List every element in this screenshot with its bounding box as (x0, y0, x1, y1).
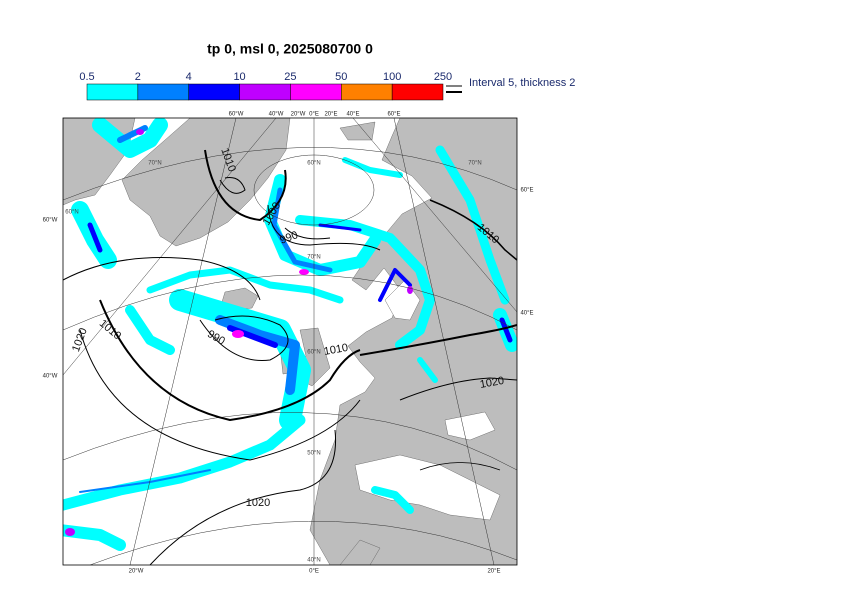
contour-label: 990 (278, 229, 299, 247)
grid-label: 40°N (307, 558, 320, 564)
seas (339, 279, 501, 565)
contour-label: 1010 (323, 342, 349, 358)
edge-label: 0°E (309, 569, 319, 575)
edge-label: 40°W (269, 112, 284, 118)
map (63, 118, 517, 565)
legend-swatch (239, 83, 291, 101)
legend-swatch (188, 83, 240, 101)
edge-label: 60°W (229, 112, 244, 118)
grid-label: 50°N (307, 451, 320, 457)
edge-label: 0°E (309, 112, 319, 118)
legend-note: Interval 5, thickness 2 (469, 77, 575, 89)
contour-label: 1020 (246, 497, 270, 509)
land (63, 118, 517, 565)
legend-level: 0.5 (79, 71, 94, 83)
edge-label: 40°E (346, 112, 359, 118)
edge-label: 60°E (387, 112, 400, 118)
legend: 0.5 2 4 10 25 50 100 250 (79, 71, 452, 101)
grid-label: 70°N (148, 161, 161, 167)
edge-label: 40°E (520, 311, 533, 317)
edge-label: 60°W (43, 218, 58, 224)
legend-swatch (341, 83, 393, 101)
legend-level: 10 (233, 71, 245, 83)
legend-swatch (86, 83, 139, 101)
edge-label: 20°E (324, 112, 337, 118)
grid-label: 60°N (65, 210, 78, 216)
grid-label: 70°N (468, 161, 481, 167)
legend-level: 4 (186, 71, 192, 83)
contour-label: 1020 (479, 375, 505, 391)
edge-label: 40°W (43, 374, 58, 380)
isobars (63, 149, 517, 565)
grid-label: 60°N (307, 350, 320, 356)
title: tp 0, msl 0, 2025080700 0 (207, 41, 373, 57)
grid-label: 70°N (307, 255, 320, 261)
legend-level: 50 (335, 71, 347, 83)
legend-level: 25 (284, 71, 296, 83)
legend-swatch (391, 83, 444, 101)
edge-label: 20°W (291, 112, 306, 118)
edge-label: 20°E (487, 569, 500, 575)
legend-level: 250 (434, 71, 452, 83)
legend-level: 100 (383, 71, 401, 83)
edge-label: 20°W (129, 569, 144, 575)
precipitation (63, 118, 517, 551)
edge-label: 60°E (520, 188, 533, 194)
legend-swatch (290, 83, 342, 101)
map-frame (62, 117, 518, 566)
grid-label: 60°N (307, 161, 320, 167)
legend-swatch (137, 83, 189, 101)
legend-level: 2 (135, 71, 141, 83)
